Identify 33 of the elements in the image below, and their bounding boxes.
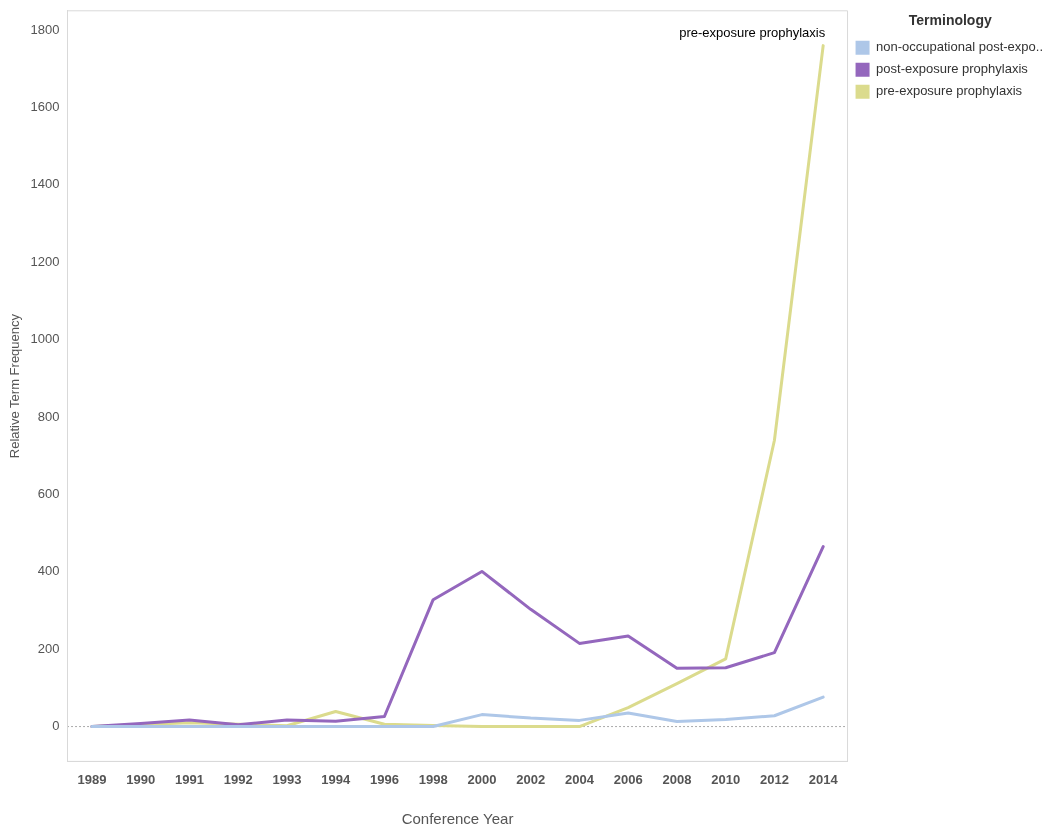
y-tick-label: 600	[37, 486, 60, 502]
annotation: pre-exposure prophylaxis	[679, 24, 826, 40]
x-tick-label: 1990	[126, 771, 156, 787]
x-tick-label: 2004	[564, 771, 595, 787]
y-tick-label: 0	[52, 718, 60, 734]
x-axis-title: Conference Year	[401, 810, 514, 828]
x-tick-label: 1989	[77, 771, 107, 787]
y-tick-label: 1600	[30, 99, 60, 115]
legend-label: non-occupational post-expo..	[876, 39, 1044, 55]
y-tick-label: 1200	[30, 253, 60, 269]
x-tick-label: 2010	[711, 771, 741, 787]
y-axis-title: Relative Term Frequency	[7, 313, 23, 459]
y-tick-label: 200	[37, 640, 60, 656]
x-tick-label: 2006	[613, 771, 643, 787]
legend-title: Terminology	[908, 11, 992, 28]
x-tick-label: 1992	[223, 771, 253, 787]
legend-label: pre-exposure prophylaxis	[876, 83, 1023, 99]
x-tick-label: 1998	[418, 771, 448, 787]
y-tick-label: 1000	[30, 331, 60, 347]
y-tick-label: 1400	[30, 176, 60, 192]
x-tick-label: 2008	[662, 771, 692, 787]
x-tick-label: 1994	[321, 771, 351, 787]
x-tick-label: 1991	[174, 771, 204, 787]
x-tick-label: 2014	[808, 771, 839, 787]
x-tick-label: 2002	[516, 771, 546, 787]
x-tick-label: 1993	[272, 771, 302, 787]
x-tick-label: 1996	[369, 771, 399, 787]
y-tick-label: 800	[37, 408, 60, 424]
x-tick-label: 2012	[759, 771, 789, 787]
x-tick-label: 2000	[467, 771, 497, 787]
legend-label: post-exposure prophylaxis	[876, 61, 1029, 77]
y-tick-label: 400	[37, 563, 60, 579]
y-tick-label: 1800	[30, 21, 60, 37]
